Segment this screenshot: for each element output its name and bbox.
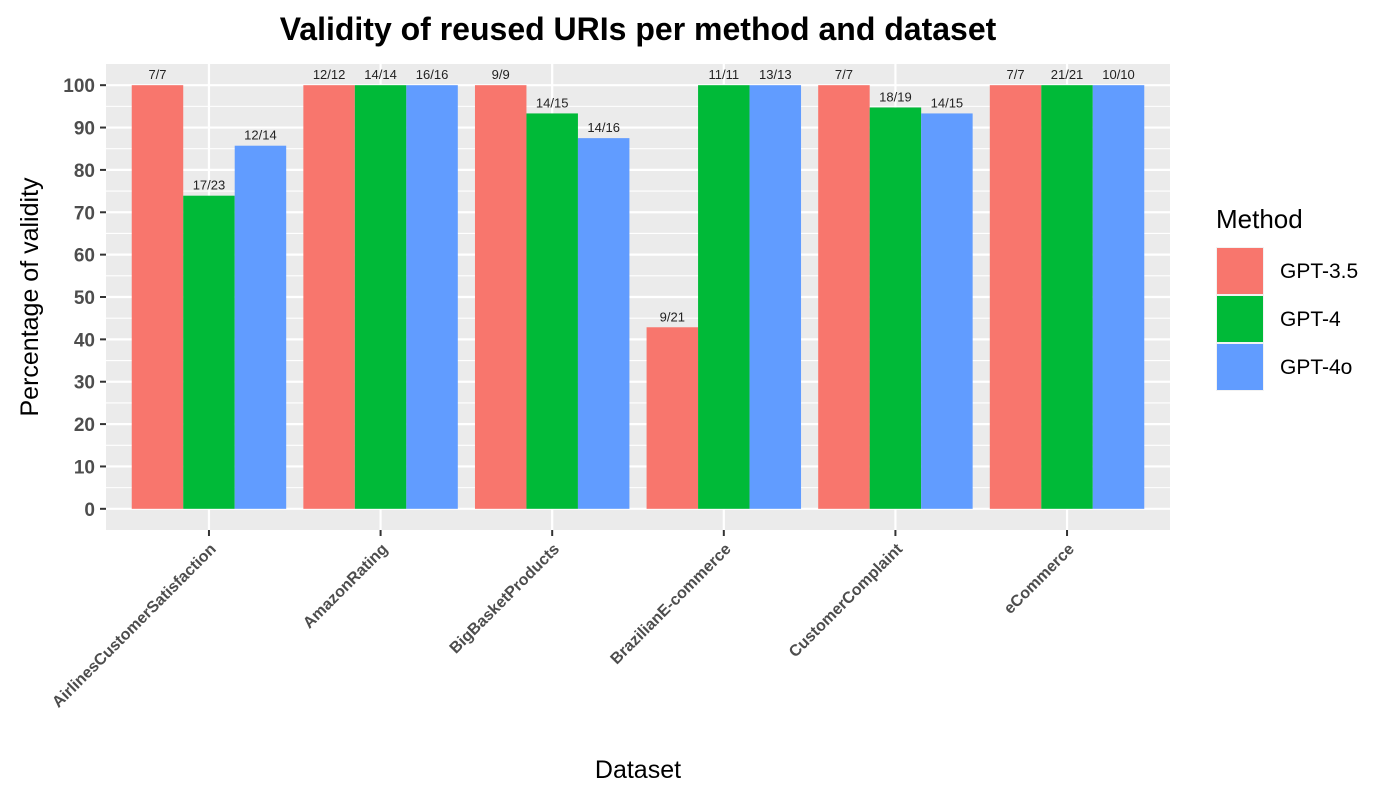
bar-gpt-4o-3 [749,85,802,509]
y-tick-label: 0 [84,500,95,521]
bar-gpt-4-5 [1041,85,1093,509]
bar-gpt-4o-0 [234,145,287,509]
y-tick-label: 30 [74,373,95,394]
bar-value-label: 14/15 [536,95,569,110]
bar-value-label: 10/10 [1102,67,1135,82]
y-tick-label: 80 [74,161,95,182]
x-tick-label: BigBasketProducts [447,541,563,657]
bar-gpt-3-5-2 [474,85,527,509]
x-tick-label: AirlinesCustomerSatisfaction [49,541,219,711]
x-axis-title: Dataset [595,756,681,784]
y-tick-label: 100 [63,76,95,97]
bar-gpt-3-5-0 [131,85,184,509]
x-tick-label: BrazilianE-commerce [608,541,735,668]
bar-value-label: 16/16 [416,67,449,82]
legend-label: GPT-3.5 [1280,260,1358,283]
legend-label: GPT-4 [1280,308,1341,331]
bar-gpt-4o-5 [1092,85,1145,509]
bar-gpt-3-5-1 [303,85,355,509]
bar-value-label: 18/19 [879,89,912,104]
x-tick-label: CustomerComplaint [786,540,907,661]
y-tick-label: 90 [74,119,95,140]
bars [131,85,1145,509]
bar-value-label: 12/14 [244,128,277,143]
bar-gpt-4-4 [869,107,922,509]
bar-value-label: 14/14 [364,67,397,82]
x-tick-label: eCommerce [1001,541,1078,618]
bar-value-label: 14/16 [587,120,620,135]
bar-value-label: 7/7 [1007,67,1025,82]
legend-title: Method [1216,204,1303,234]
legend-swatch [1217,248,1263,294]
bar-gpt-3-5-3 [646,327,699,509]
y-tick-label: 50 [74,288,95,309]
y-tick-label: 20 [74,415,95,436]
y-axis-title: Percentage of validity [16,177,44,417]
bar-gpt-4-2 [526,113,578,509]
legend-swatch [1217,296,1263,342]
bar-value-label: 13/13 [759,67,792,82]
y-axis: 0 10 20 30 40 50 60 70 80 90 100 [63,76,106,521]
bar-value-label: 7/7 [148,67,166,82]
legend-swatch [1217,344,1263,390]
y-tick-label: 10 [74,457,95,478]
bar-gpt-4o-2 [577,138,630,509]
bar-gpt-4-0 [183,195,235,509]
bar-value-label: 9/9 [492,67,510,82]
bar-value-label: 21/21 [1051,67,1084,82]
bar-gpt-3-5-4 [818,85,870,509]
bar-value-label: 12/12 [313,67,346,82]
y-tick-label: 70 [74,203,95,224]
bar-gpt-3-5-5 [989,85,1042,509]
chart-title: Validity of reused URIs per method and d… [280,11,997,47]
bar-value-label: 7/7 [835,67,853,82]
bar-value-label: 17/23 [193,178,226,193]
y-tick-label: 40 [74,330,95,351]
legend-label: GPT-4o [1280,356,1352,379]
x-axis: AirlinesCustomerSatisfaction AmazonRating… [49,530,1078,711]
bar-value-label: 11/11 [709,67,740,82]
legend: Method GPT-3.5 GPT-4 GPT-4o [1216,204,1358,391]
bar-value-labels: 7/7 12/12 9/9 9/21 7/7 7/7 17/23 14/14 14/15 11/1… [148,67,1134,324]
bar-gpt-4o-4 [921,113,973,509]
bar-gpt-4-3 [698,85,750,509]
bar-gpt-4-1 [354,85,407,509]
bar-value-label: 9/21 [660,309,685,324]
bar-value-label: 14/15 [931,95,964,110]
x-tick-label: AmazonRating [300,541,391,632]
bar-gpt-4o-1 [406,85,458,509]
y-tick-label: 60 [74,246,95,267]
